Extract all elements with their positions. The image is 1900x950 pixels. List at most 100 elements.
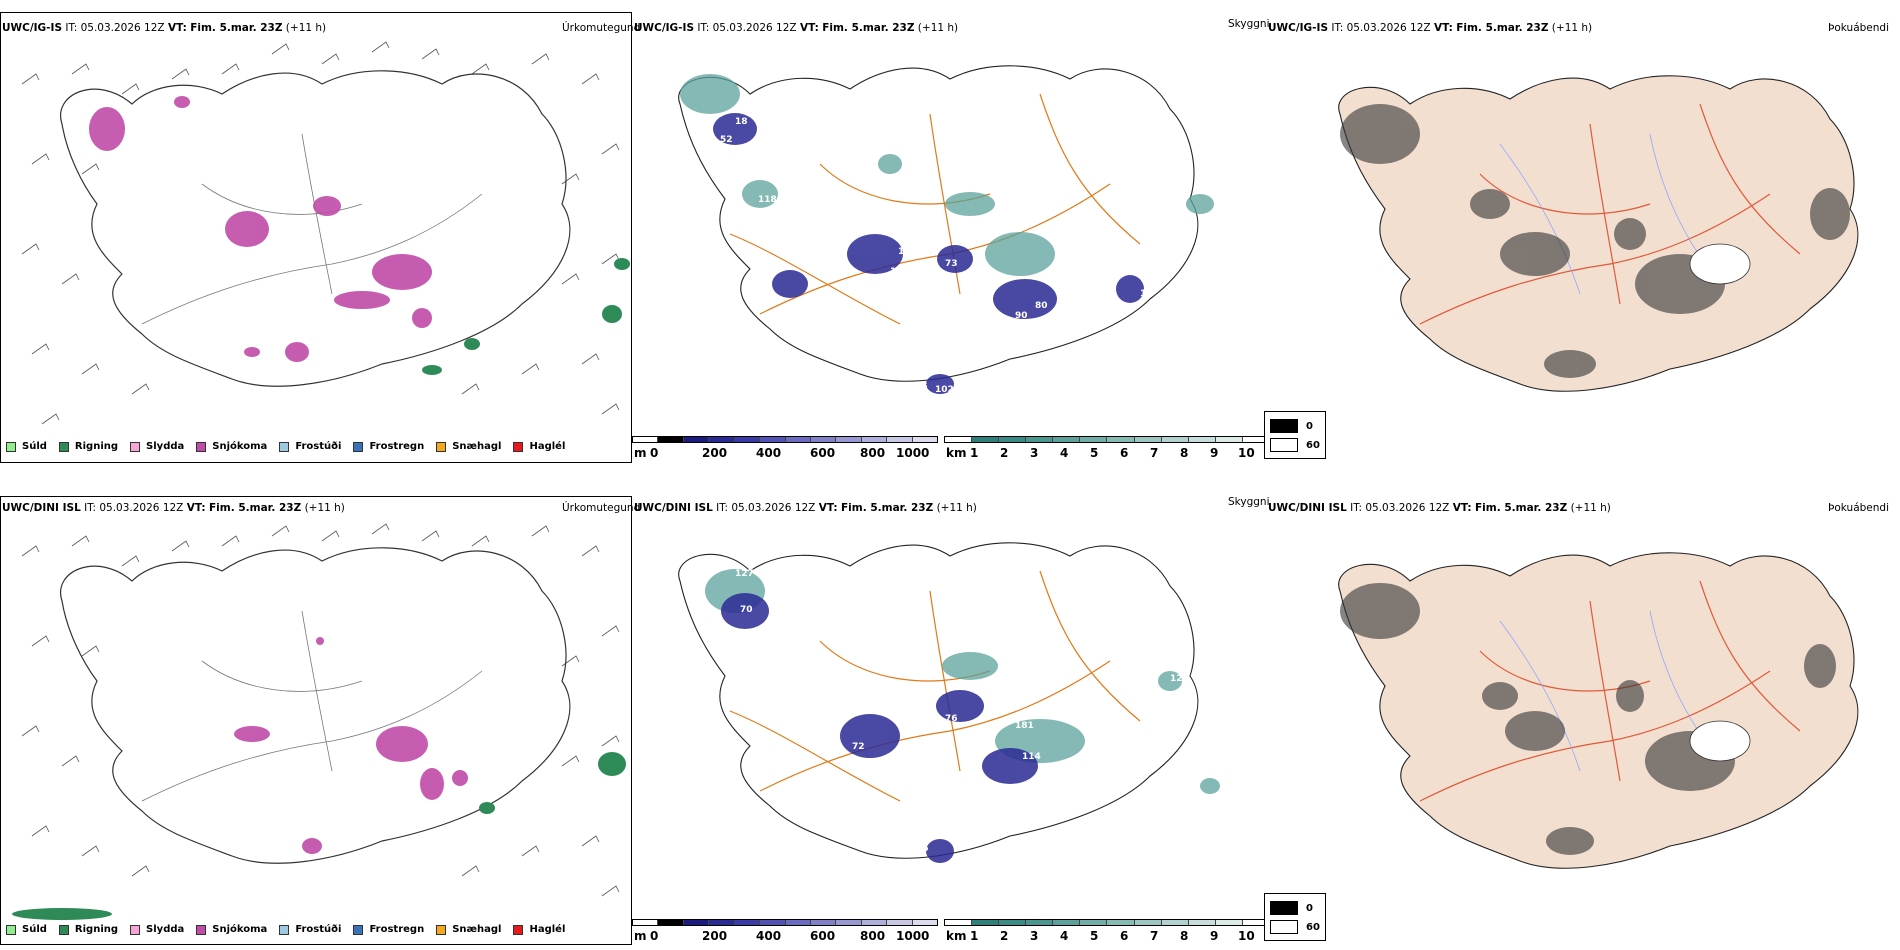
fog-legend-label: 0 [1306,420,1313,432]
legend-item-frostregn: Frostregn [353,441,424,452]
ceiling-label: 108 [898,247,917,257]
ceiling-label: 127 [735,569,754,579]
legend-swatch [353,924,364,935]
precip-type-panel-frame [0,12,632,463]
ceiling-tick: 800 [860,446,886,460]
colorbar-step [810,437,837,442]
legend-label: Slydda [146,441,185,452]
colorbar-step [785,920,811,925]
visibility-tick: 8 [1180,446,1189,460]
legend-item-rigning: Rigning [58,924,119,935]
colorbar-step [1242,437,1269,442]
colorbar-step [709,920,735,925]
visibility-corner-label: Skyggni [1228,18,1270,30]
colorbar-step [1134,920,1162,925]
visibility-tick: 6 [1120,446,1129,460]
road-network [141,610,483,802]
legend-swatch [513,924,524,935]
fog-legend-item-0: 0 [1270,901,1313,915]
legend-label: Frostregn [369,924,425,935]
fog-legend-label: 60 [1306,439,1320,451]
ceiling-tick: 1000 [896,929,930,943]
valid-time: Fim. 5.mar. 23Z [1474,502,1568,514]
visibility-tick: 8 [1180,929,1189,943]
colorbar-step [1080,920,1108,925]
valid-time: Fim. 5.mar. 23Z [208,502,302,514]
visibility-colorbar [944,436,1270,443]
colorbar-step [658,920,684,925]
ceiling-tick: 200 [702,929,728,943]
ceiling-tick: 800 [860,929,886,943]
legend-item-sudl: Súld [6,924,47,935]
ceiling-areas [721,593,1038,863]
ceiling-tick: 1000 [896,446,930,460]
colorbar-step [760,437,786,442]
colorbar-step [760,920,786,925]
valid-time: Fim. 5.mar. 23Z [1456,22,1549,34]
colorbar-step [1134,437,1162,442]
ceiling-unit: m [634,446,647,460]
colorbar-step [1215,437,1243,442]
iceland-coastline [678,65,1199,382]
lead-time: (+11 h) [285,22,327,34]
legend-item-frostudi: Frostúði [279,924,341,935]
ceiling-label: 18 [735,117,748,127]
colorbar-step [683,920,710,925]
glacier-white [1689,720,1751,762]
colorbar-step [785,437,811,442]
ceiling-tick: 0 [650,446,659,460]
legend-label: Súld [22,441,47,452]
fog-swatch [1270,419,1298,433]
ceiling-label: 181 [1015,721,1034,731]
row-1: UWC/IG-IS IT: 05.03.2026 12Z VT: Fim. 5.… [0,12,1889,463]
legend-label: Rigning [74,924,119,935]
valid-time-label: VT: [1452,502,1472,514]
ceiling-label: 70 [740,605,753,615]
precip-type-map [12,523,626,920]
colorbar-step [683,437,710,442]
road-network [1419,103,1801,325]
visibility-areas [705,569,1220,794]
precip-rain-areas [12,752,626,920]
visibility-tick: 5 [1090,446,1099,460]
row-2: UWC/DINI ISL IT: 05.03.2026 12Z VT: Fim.… [0,478,1900,950]
valid-time-label: VT: [818,502,838,514]
legend-item-frostregn: Frostregn [353,924,424,935]
iceland-land [1338,75,1859,392]
ceiling-label: 92 [772,607,785,617]
visibility-tick: 9 [1210,929,1219,943]
legend-item-snjokoma: Snjókoma [196,441,267,452]
legend-swatch [58,441,69,452]
visibility-tick: 1 [970,446,979,460]
ceiling-label: 12 [1170,674,1183,684]
fog-legend-item-60: 60 [1270,438,1320,452]
glacier-white [1689,243,1751,285]
visibility-tick: 7 [1150,929,1159,943]
ceiling-label: 90 [1015,311,1028,321]
ceiling-label: 10 [1140,289,1153,299]
valid-time: Fim. 5.mar. 23Z [190,22,283,34]
ceiling-visibility-panel-title: UWC/IG-IS IT: 05.03.2026 12Z VT: Fim. 5.… [634,22,958,34]
ceiling-label: 76 [915,382,928,392]
legend-label: Frostúði [295,441,342,452]
legend-label: Frostúði [295,924,342,935]
fog-panel-title: UWC/IG-IS IT: 05.03.2026 12Z VT: Fim. 5.… [1268,22,1592,34]
ceiling-tick: 200 [702,446,728,460]
colorbar-step [1188,920,1216,925]
fog-corner-label: Þokuábendi [1828,22,1889,34]
legend-item-sudl: Súld [6,441,47,452]
legend-swatch [513,441,524,452]
ceiling-visibility-map: 18 69 52 118 108 73 110 118 80 90 58 76 … [678,65,1214,395]
colorbar-step [887,437,913,442]
visibility-tick: 3 [1030,446,1039,460]
visibility-areas [680,74,1214,276]
road-network [729,570,1141,802]
ceiling-label: 72 [852,742,865,752]
ceiling-label: 80 [1035,301,1048,311]
precip-rain-areas [422,258,630,375]
colorbar-step [1026,920,1054,925]
visibility-tick: 6 [1120,929,1129,943]
colorbar-step [912,437,938,442]
valid-time-label: VT: [1433,22,1453,34]
fog-index-map [1338,75,1859,392]
